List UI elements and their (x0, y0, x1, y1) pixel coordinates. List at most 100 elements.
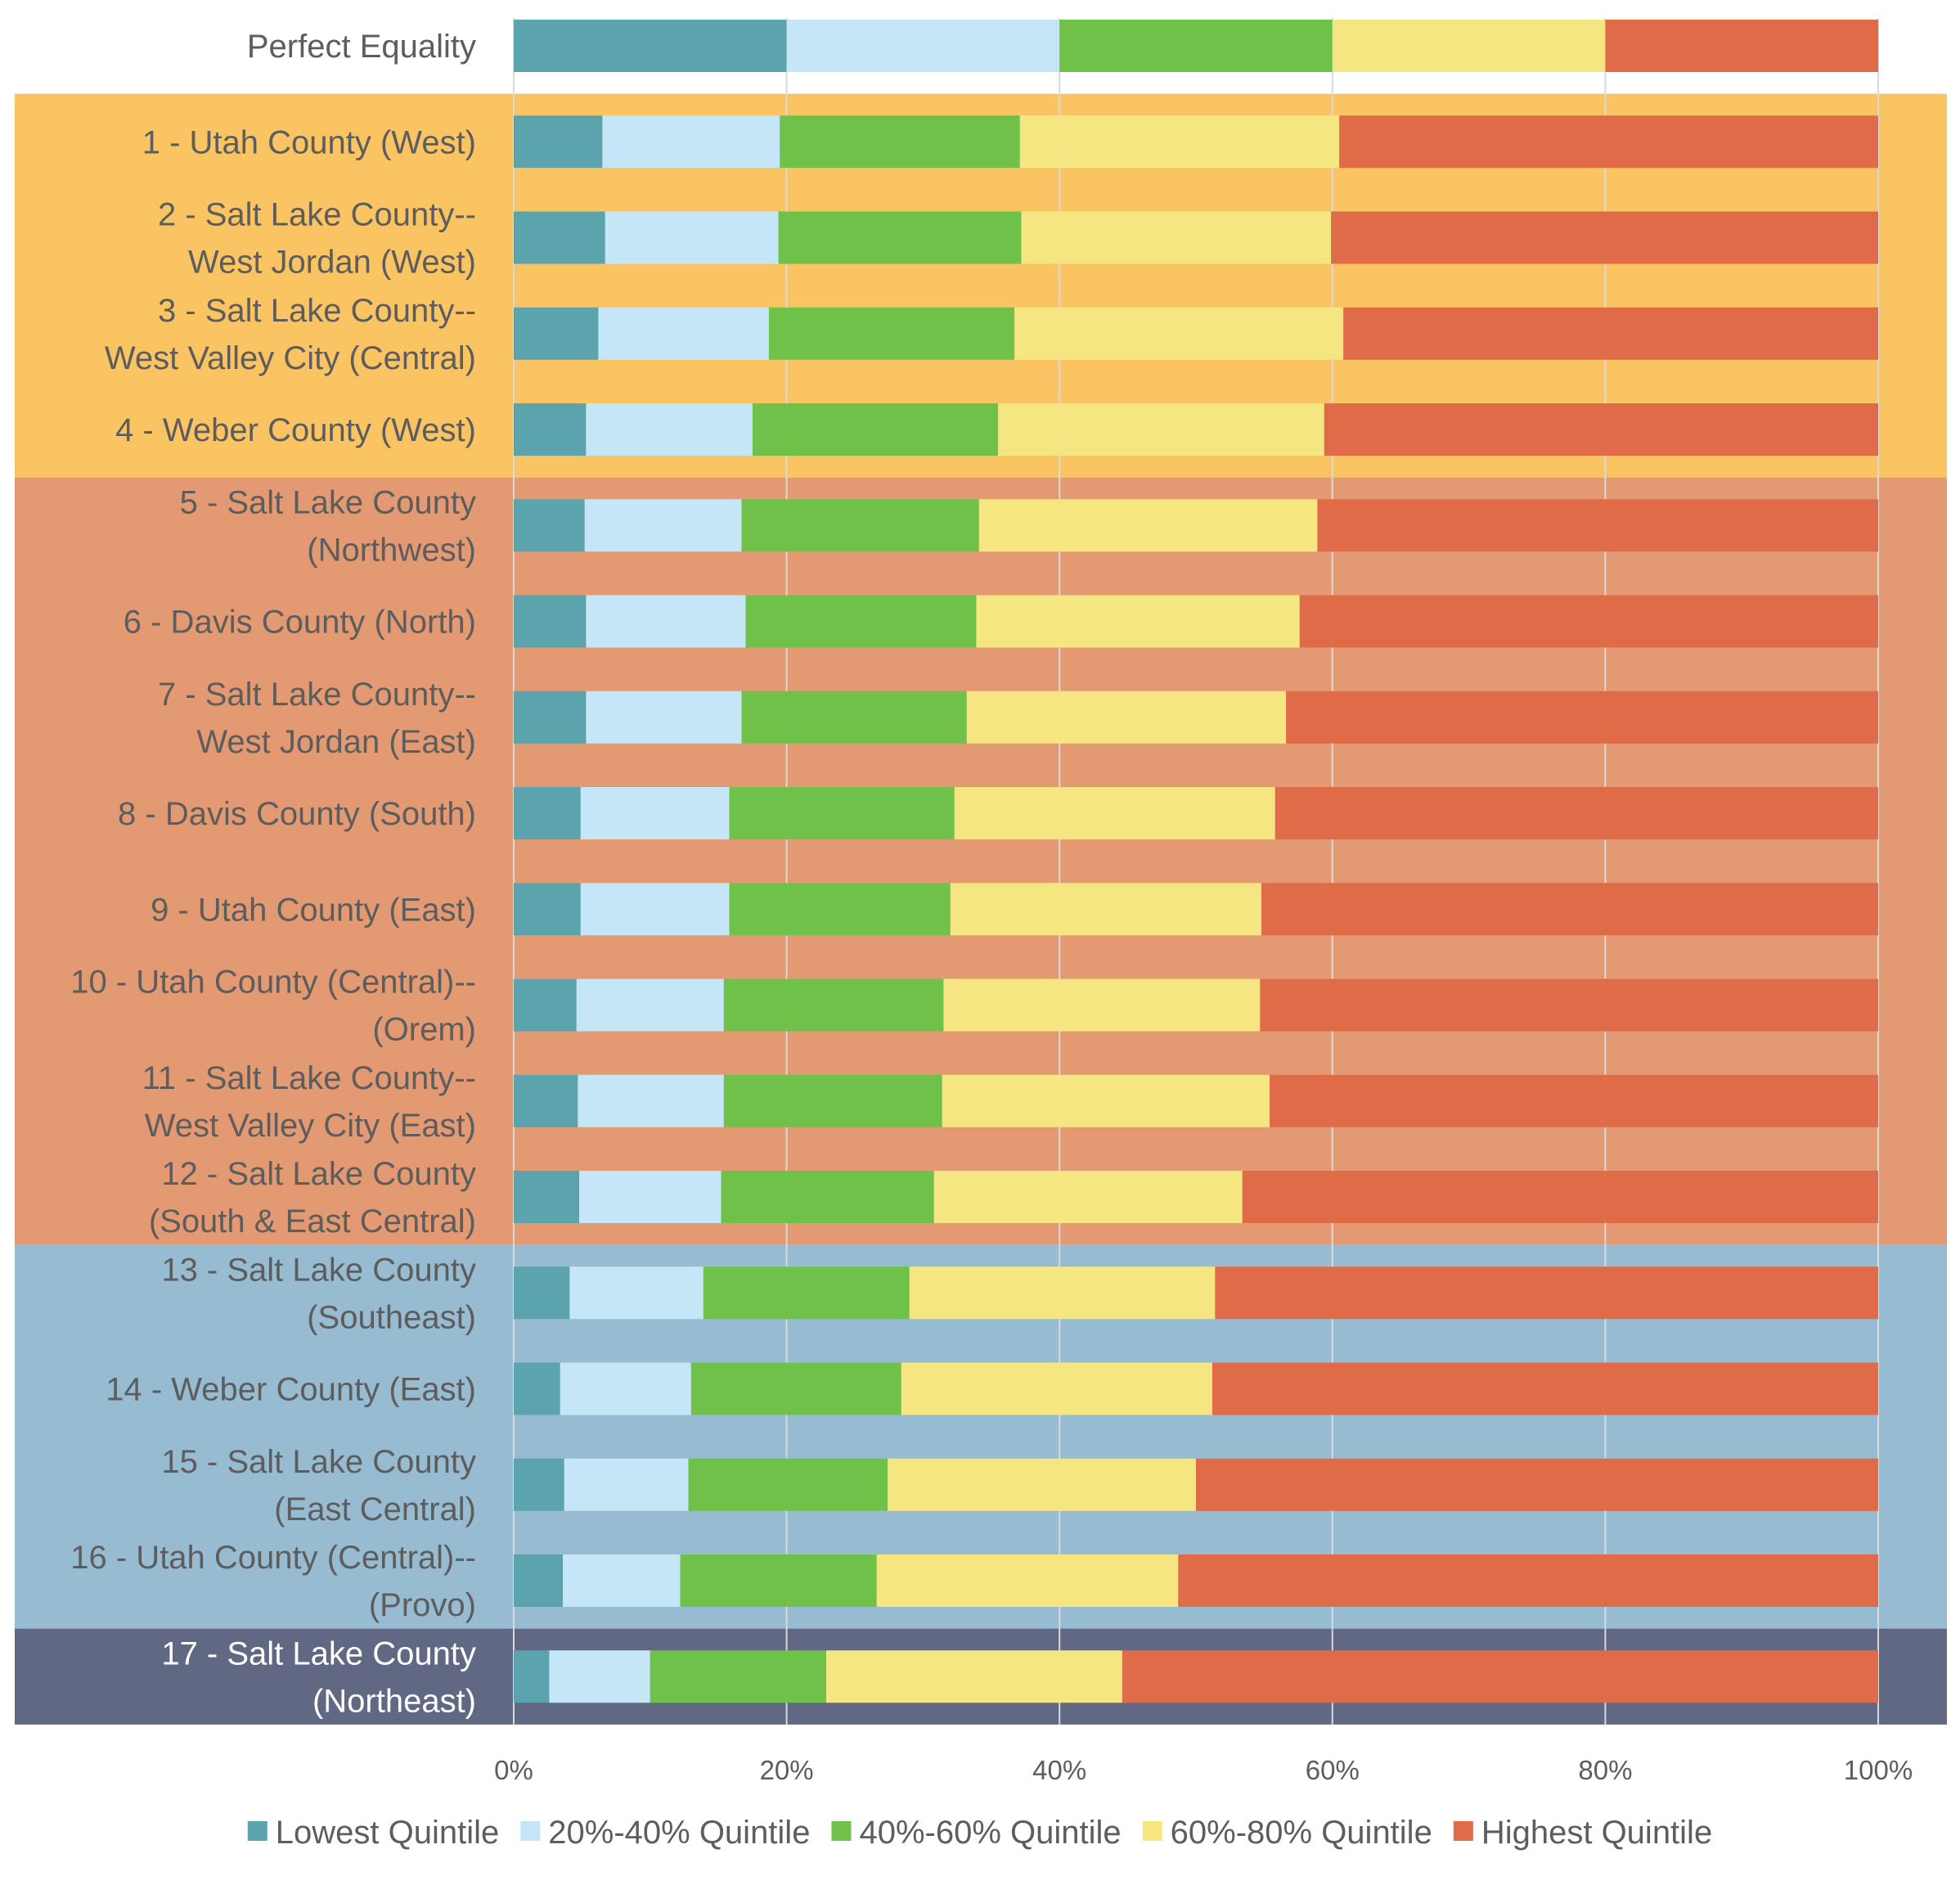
legend-label: 40%-60% Quintile (859, 1815, 1121, 1851)
bar-segment (514, 1074, 578, 1127)
bar-segment (723, 978, 944, 1032)
x-tick-label: 100% (1844, 1755, 1913, 1785)
bar-segment (598, 307, 769, 360)
category-label: (Orem) (372, 1012, 476, 1048)
bar-segment (741, 499, 979, 552)
bar-segment (1261, 883, 1878, 936)
bar-segment (514, 499, 585, 552)
bar-segment (564, 1458, 689, 1511)
bar-segment (1343, 307, 1878, 360)
category-label: 13 - Salt Lake County (161, 1252, 476, 1288)
bar-segment (584, 499, 742, 552)
bar-segment (876, 1554, 1179, 1607)
bar-segment (514, 1266, 570, 1320)
bar-segment (1196, 1458, 1878, 1511)
category-label: 1 - Utah County (West) (142, 124, 476, 160)
category-label: (Northwest) (307, 532, 476, 568)
bar-segment (1014, 307, 1344, 360)
bar-segment (514, 307, 599, 360)
bar-segment (560, 1362, 691, 1415)
bar-segment (688, 1458, 888, 1511)
bar-segment (901, 1362, 1213, 1415)
bars (514, 20, 1878, 1703)
bar-segment (586, 691, 742, 744)
bar-segment (933, 1171, 1243, 1223)
bar-segment (514, 1650, 550, 1703)
legend-swatch (520, 1821, 541, 1841)
legend: Lowest Quintile 20%-40% Quintile 40%-60% Q… (247, 1815, 1712, 1851)
category-label: 9 - Utah County (East) (151, 892, 476, 928)
bar-segment (1260, 978, 1878, 1032)
bar-segment (721, 1171, 934, 1223)
bar-segment (729, 883, 951, 936)
bar-segment (1178, 1554, 1878, 1607)
bar-segment (514, 595, 587, 648)
bar-segment (514, 211, 605, 264)
bar-segment (745, 595, 977, 648)
bar-segment (1270, 1074, 1878, 1127)
category-label: 3 - Salt Lake County-- (158, 293, 476, 329)
x-tick-label: 80% (1578, 1755, 1632, 1785)
bar-segment (586, 595, 746, 648)
category-label: (East Central) (274, 1491, 476, 1527)
bar-segment (549, 1650, 650, 1703)
category-label: 8 - Davis County (South) (118, 796, 476, 832)
bar-segment (976, 595, 1300, 648)
bar-segment (768, 307, 1015, 360)
category-label: 12 - Salt Lake County (161, 1156, 476, 1192)
category-label: West Valley City (Central) (105, 340, 476, 376)
category-label: (South & East Central) (149, 1203, 476, 1239)
bar-segment (569, 1266, 704, 1320)
category-labels: Perfect Equality 1 - Utah County (West) 2 … (70, 29, 476, 1719)
bar-segment (1021, 211, 1332, 264)
bar-segment (514, 787, 581, 839)
bar-segment (514, 403, 587, 456)
bar-segment (690, 1362, 901, 1415)
bar-segment (514, 691, 587, 744)
bar-segment (909, 1266, 1216, 1320)
bar-segment (752, 403, 999, 456)
bar-segment (888, 1458, 1196, 1511)
bar-segment (680, 1554, 877, 1607)
bar-segment (514, 883, 581, 936)
bar-segment (1331, 211, 1878, 264)
bar-segment (586, 403, 753, 456)
category-label: 17 - Salt Lake County (161, 1635, 476, 1671)
bar-segment (514, 1362, 560, 1415)
bar-segment (514, 1171, 580, 1223)
legend-label: 20%-40% Quintile (548, 1815, 810, 1851)
bar-segment (825, 1650, 1122, 1703)
bar-segment (741, 691, 967, 744)
category-label: 5 - Salt Lake County (180, 484, 476, 520)
category-label: 7 - Salt Lake County-- (158, 677, 476, 713)
bar-segment (723, 1074, 942, 1127)
category-label: 14 - Weber County (East) (106, 1372, 476, 1408)
bar-segment (703, 1266, 910, 1320)
bar-segment (1212, 1362, 1878, 1415)
category-label: 2 - Salt Lake County-- (158, 197, 476, 233)
bar-segment (563, 1554, 681, 1607)
bar-segment (942, 1074, 1270, 1127)
x-tick-label: 0% (494, 1755, 533, 1785)
legend-label: 60%-80% Quintile (1171, 1815, 1432, 1851)
category-label: 6 - Davis County (North) (124, 605, 476, 641)
bar-segment (950, 883, 1262, 936)
category-label: 11 - Salt Lake County-- (142, 1060, 476, 1096)
bar-segment (1019, 115, 1340, 169)
bar-segment (1286, 691, 1878, 744)
bar-segment (580, 787, 730, 839)
bar-segment (580, 883, 730, 936)
legend-swatch (1142, 1821, 1162, 1841)
category-label: Perfect Equality (247, 29, 476, 65)
bar-segment (579, 1171, 722, 1223)
category-label: 16 - Utah County (Central)-- (70, 1540, 476, 1576)
category-label: West Jordan (East) (196, 724, 476, 760)
legend-swatch (247, 1821, 267, 1841)
x-tick-label: 40% (1032, 1755, 1086, 1785)
bar-segment (514, 115, 603, 169)
bar-segment (1059, 20, 1333, 72)
bar-segment (778, 211, 1022, 264)
bar-segment (966, 691, 1287, 744)
category-label: 15 - Salt Lake County (161, 1444, 476, 1480)
